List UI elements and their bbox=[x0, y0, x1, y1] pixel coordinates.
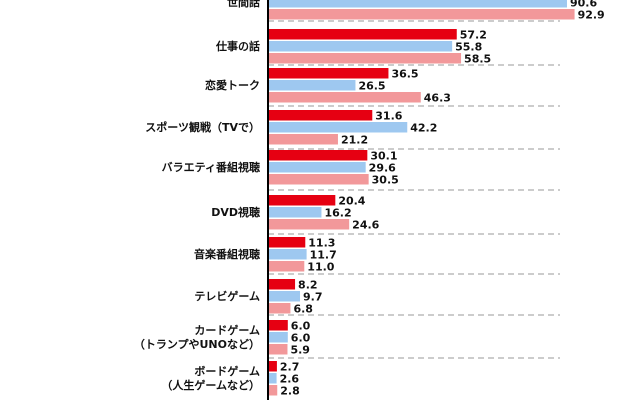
category-label-2: 仕事の話 bbox=[215, 39, 260, 53]
value-label-2-series-1: 57.2 bbox=[460, 29, 487, 42]
bar-6-series-1 bbox=[268, 195, 336, 206]
value-label-5-series-1: 30.1 bbox=[370, 150, 397, 163]
bar-10-series-2 bbox=[268, 373, 277, 384]
value-label-4-series-1: 31.6 bbox=[375, 110, 402, 123]
value-label-4-series-2: 42.2 bbox=[410, 122, 437, 135]
bar-1-series-3 bbox=[268, 9, 575, 20]
bar-3-series-1 bbox=[268, 68, 389, 79]
value-label-3-series-3: 46.3 bbox=[424, 92, 451, 105]
value-label-5-series-3: 30.5 bbox=[372, 174, 399, 187]
category-label-10-line-1: ボードゲーム bbox=[194, 364, 260, 378]
bar-9-series-3 bbox=[268, 344, 288, 355]
value-label-10-series-2: 2.6 bbox=[280, 373, 300, 386]
bar-2-series-3 bbox=[268, 53, 462, 64]
value-label-9-series-1: 6.0 bbox=[291, 320, 311, 333]
bar-4-series-1 bbox=[268, 110, 373, 121]
bar-8-series-1 bbox=[268, 279, 296, 290]
bar-4-series-3 bbox=[268, 134, 338, 145]
category-label-10-line-2: （人生ゲームなど） bbox=[161, 378, 260, 392]
category-label-9-line-1: カードゲーム bbox=[194, 323, 260, 337]
bar-10-series-3 bbox=[268, 385, 278, 396]
value-label-6-series-1: 20.4 bbox=[338, 195, 365, 208]
value-label-6-series-2: 16.2 bbox=[324, 207, 351, 220]
value-label-2-series-3: 58.5 bbox=[464, 53, 491, 66]
value-label-7-series-2: 11.7 bbox=[310, 249, 337, 262]
bar-5-series-1 bbox=[268, 150, 368, 161]
bar-7-series-3 bbox=[268, 261, 305, 272]
category-label-1: 世間話 bbox=[227, 0, 260, 9]
bar-4-series-2 bbox=[268, 122, 408, 133]
category-label-9-line-2: （トランプやUNOなど） bbox=[134, 337, 260, 351]
value-label-4-series-3: 21.2 bbox=[341, 134, 368, 147]
bar-3-series-2 bbox=[268, 80, 356, 91]
value-label-1-series-3: 92.9 bbox=[578, 9, 605, 22]
value-label-2-series-2: 55.8 bbox=[455, 41, 482, 54]
bar-6-series-2 bbox=[268, 207, 322, 218]
value-label-6-series-3: 24.6 bbox=[352, 219, 379, 232]
bar-2-series-1 bbox=[268, 29, 457, 40]
bar-1-series-2 bbox=[268, 0, 567, 8]
value-label-9-series-3: 5.9 bbox=[290, 344, 310, 357]
category-label-4: スポーツ観戦（TVで） bbox=[145, 120, 260, 134]
value-label-7-series-1: 11.3 bbox=[308, 237, 335, 250]
value-label-5-series-2: 29.6 bbox=[369, 162, 396, 175]
bar-8-series-2 bbox=[268, 291, 301, 302]
value-label-7-series-3: 11.0 bbox=[307, 261, 334, 274]
category-label-5: バラエティ番組視聴 bbox=[162, 160, 260, 174]
bar-9-series-2 bbox=[268, 332, 288, 343]
value-label-3-series-1: 36.5 bbox=[391, 68, 418, 81]
value-label-8-series-3: 6.8 bbox=[293, 303, 313, 316]
category-label-8: テレビゲーム bbox=[194, 289, 260, 303]
bar-9-series-1 bbox=[268, 320, 288, 331]
value-label-1-series-2: 90.6 bbox=[570, 0, 597, 10]
bar-5-series-2 bbox=[268, 162, 366, 173]
bar-3-series-3 bbox=[268, 92, 421, 103]
bar-6-series-3 bbox=[268, 219, 350, 230]
value-label-9-series-2: 6.0 bbox=[291, 332, 311, 345]
category-label-3: 恋愛トーク bbox=[205, 78, 260, 92]
bar-5-series-3 bbox=[268, 174, 369, 185]
bar-2-series-2 bbox=[268, 41, 453, 52]
bar-7-series-2 bbox=[268, 249, 307, 260]
category-label-7: 音楽番組視聴 bbox=[194, 247, 260, 261]
value-label-10-series-3: 2.8 bbox=[280, 385, 300, 398]
bar-8-series-3 bbox=[268, 303, 291, 314]
value-label-8-series-1: 8.2 bbox=[298, 279, 318, 292]
value-label-3-series-2: 26.5 bbox=[358, 80, 385, 93]
bar-10-series-1 bbox=[268, 361, 277, 372]
value-label-10-series-1: 2.7 bbox=[280, 361, 300, 374]
bar-7-series-1 bbox=[268, 237, 306, 248]
category-label-6: DVD視聴 bbox=[211, 205, 260, 219]
value-label-8-series-2: 9.7 bbox=[303, 291, 323, 304]
